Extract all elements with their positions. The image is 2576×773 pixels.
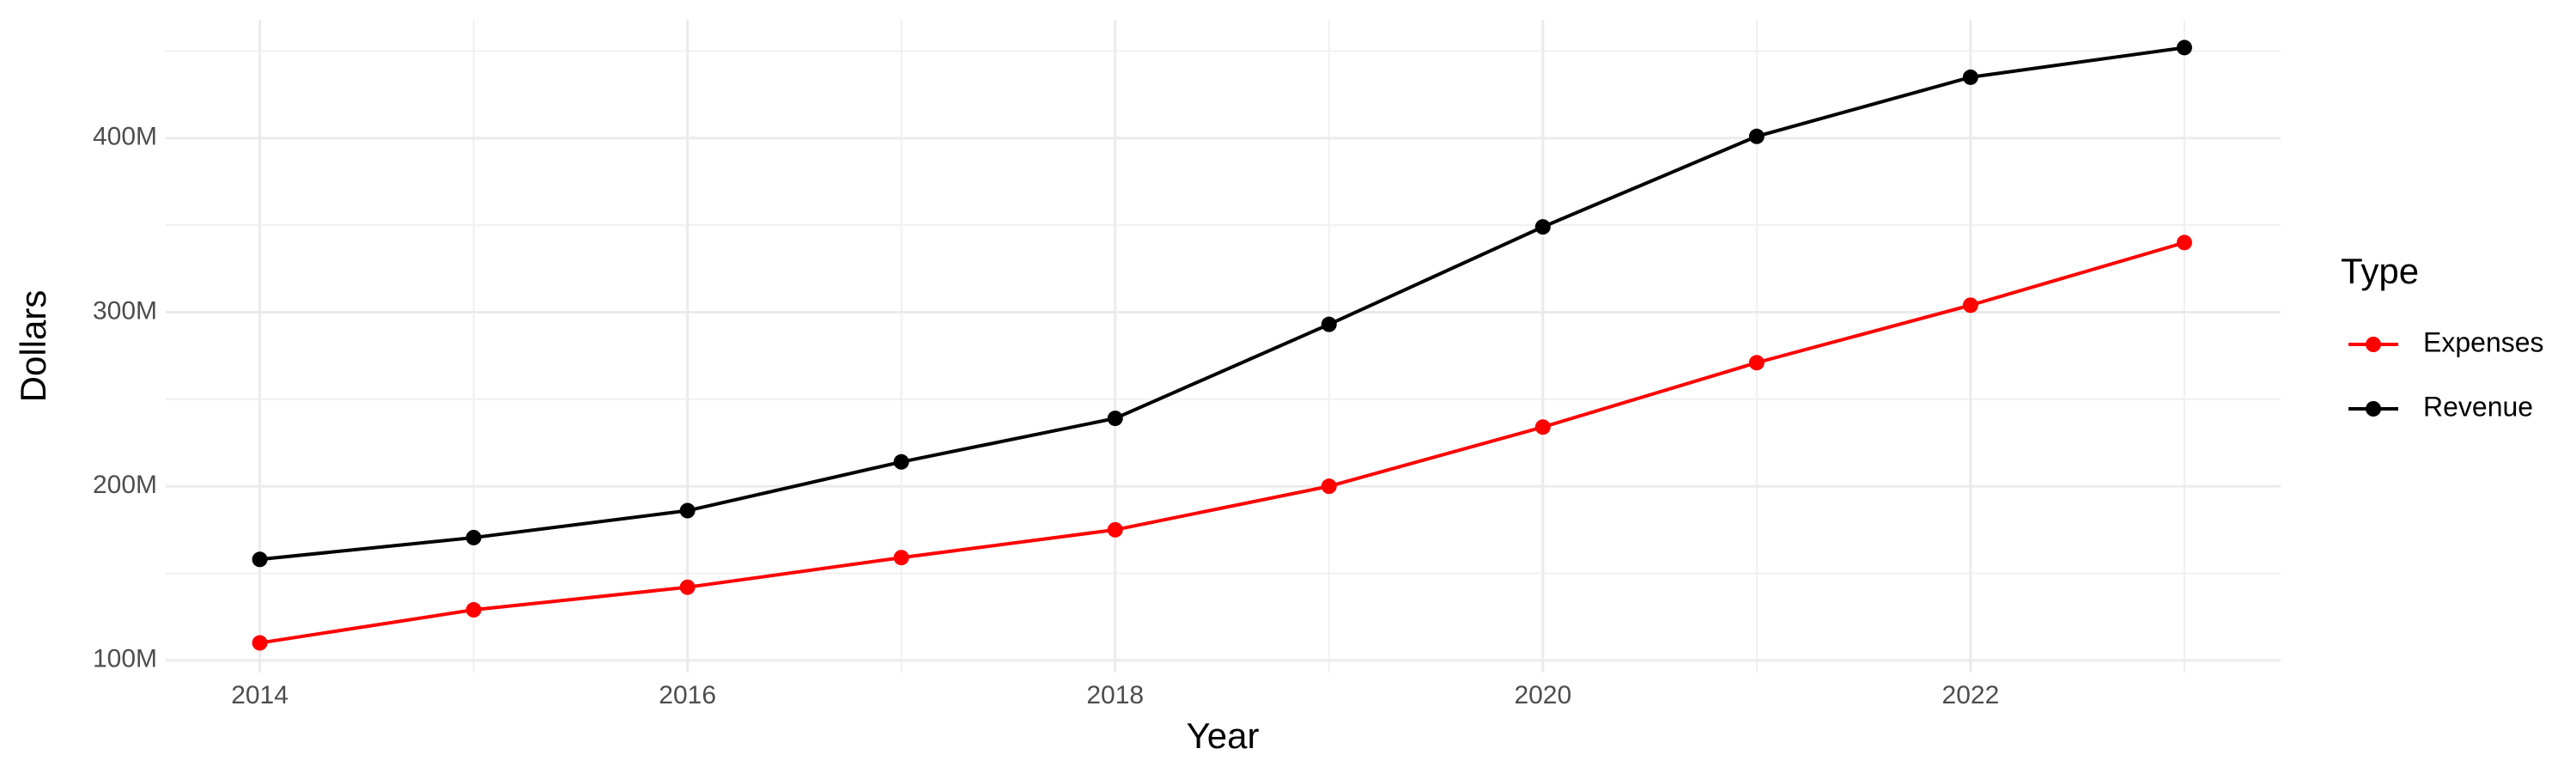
data-point <box>679 579 696 595</box>
data-point <box>2176 40 2192 56</box>
data-point <box>252 551 268 568</box>
grid <box>166 20 2281 673</box>
series-line <box>259 46 2185 562</box>
data-point <box>1748 355 1765 371</box>
y-tick-label: 100M <box>93 645 157 673</box>
data-point <box>1962 297 1978 313</box>
y-tick-label: 200M <box>93 471 157 499</box>
data-point <box>1748 128 1765 144</box>
x-tick-label: 2018 <box>1086 681 1144 709</box>
legend-label: Revenue <box>2423 391 2533 422</box>
y-tick-label: 400M <box>93 123 157 151</box>
legend-title: Type <box>2341 251 2419 291</box>
legend-key-point <box>2366 401 2381 417</box>
x-axis-title: Year <box>1187 715 1260 756</box>
x-tick-label: 2022 <box>1942 681 2000 709</box>
data-point <box>252 635 268 651</box>
x-tick-label: 2014 <box>231 681 289 709</box>
data-point <box>2176 234 2192 251</box>
y-axis-title: Dollars <box>13 290 53 403</box>
data-point <box>1107 411 1123 427</box>
data-point <box>1534 419 1551 435</box>
legend-label: Expenses <box>2423 326 2544 357</box>
data-point <box>893 550 909 566</box>
data-point <box>679 502 696 519</box>
data-point <box>1534 219 1551 235</box>
data-point <box>1107 521 1123 538</box>
x-tick-label: 2016 <box>659 681 716 709</box>
legend-key-point <box>2366 337 2381 352</box>
data-point <box>1321 478 1337 495</box>
data-point <box>465 602 482 618</box>
y-tick-label: 300M <box>93 296 157 325</box>
x-tick-label: 2020 <box>1514 681 1571 709</box>
data-point <box>1321 316 1337 332</box>
data-point <box>465 529 482 545</box>
series-line <box>259 240 2185 645</box>
data-point <box>1962 69 1978 85</box>
data-point <box>893 453 909 470</box>
